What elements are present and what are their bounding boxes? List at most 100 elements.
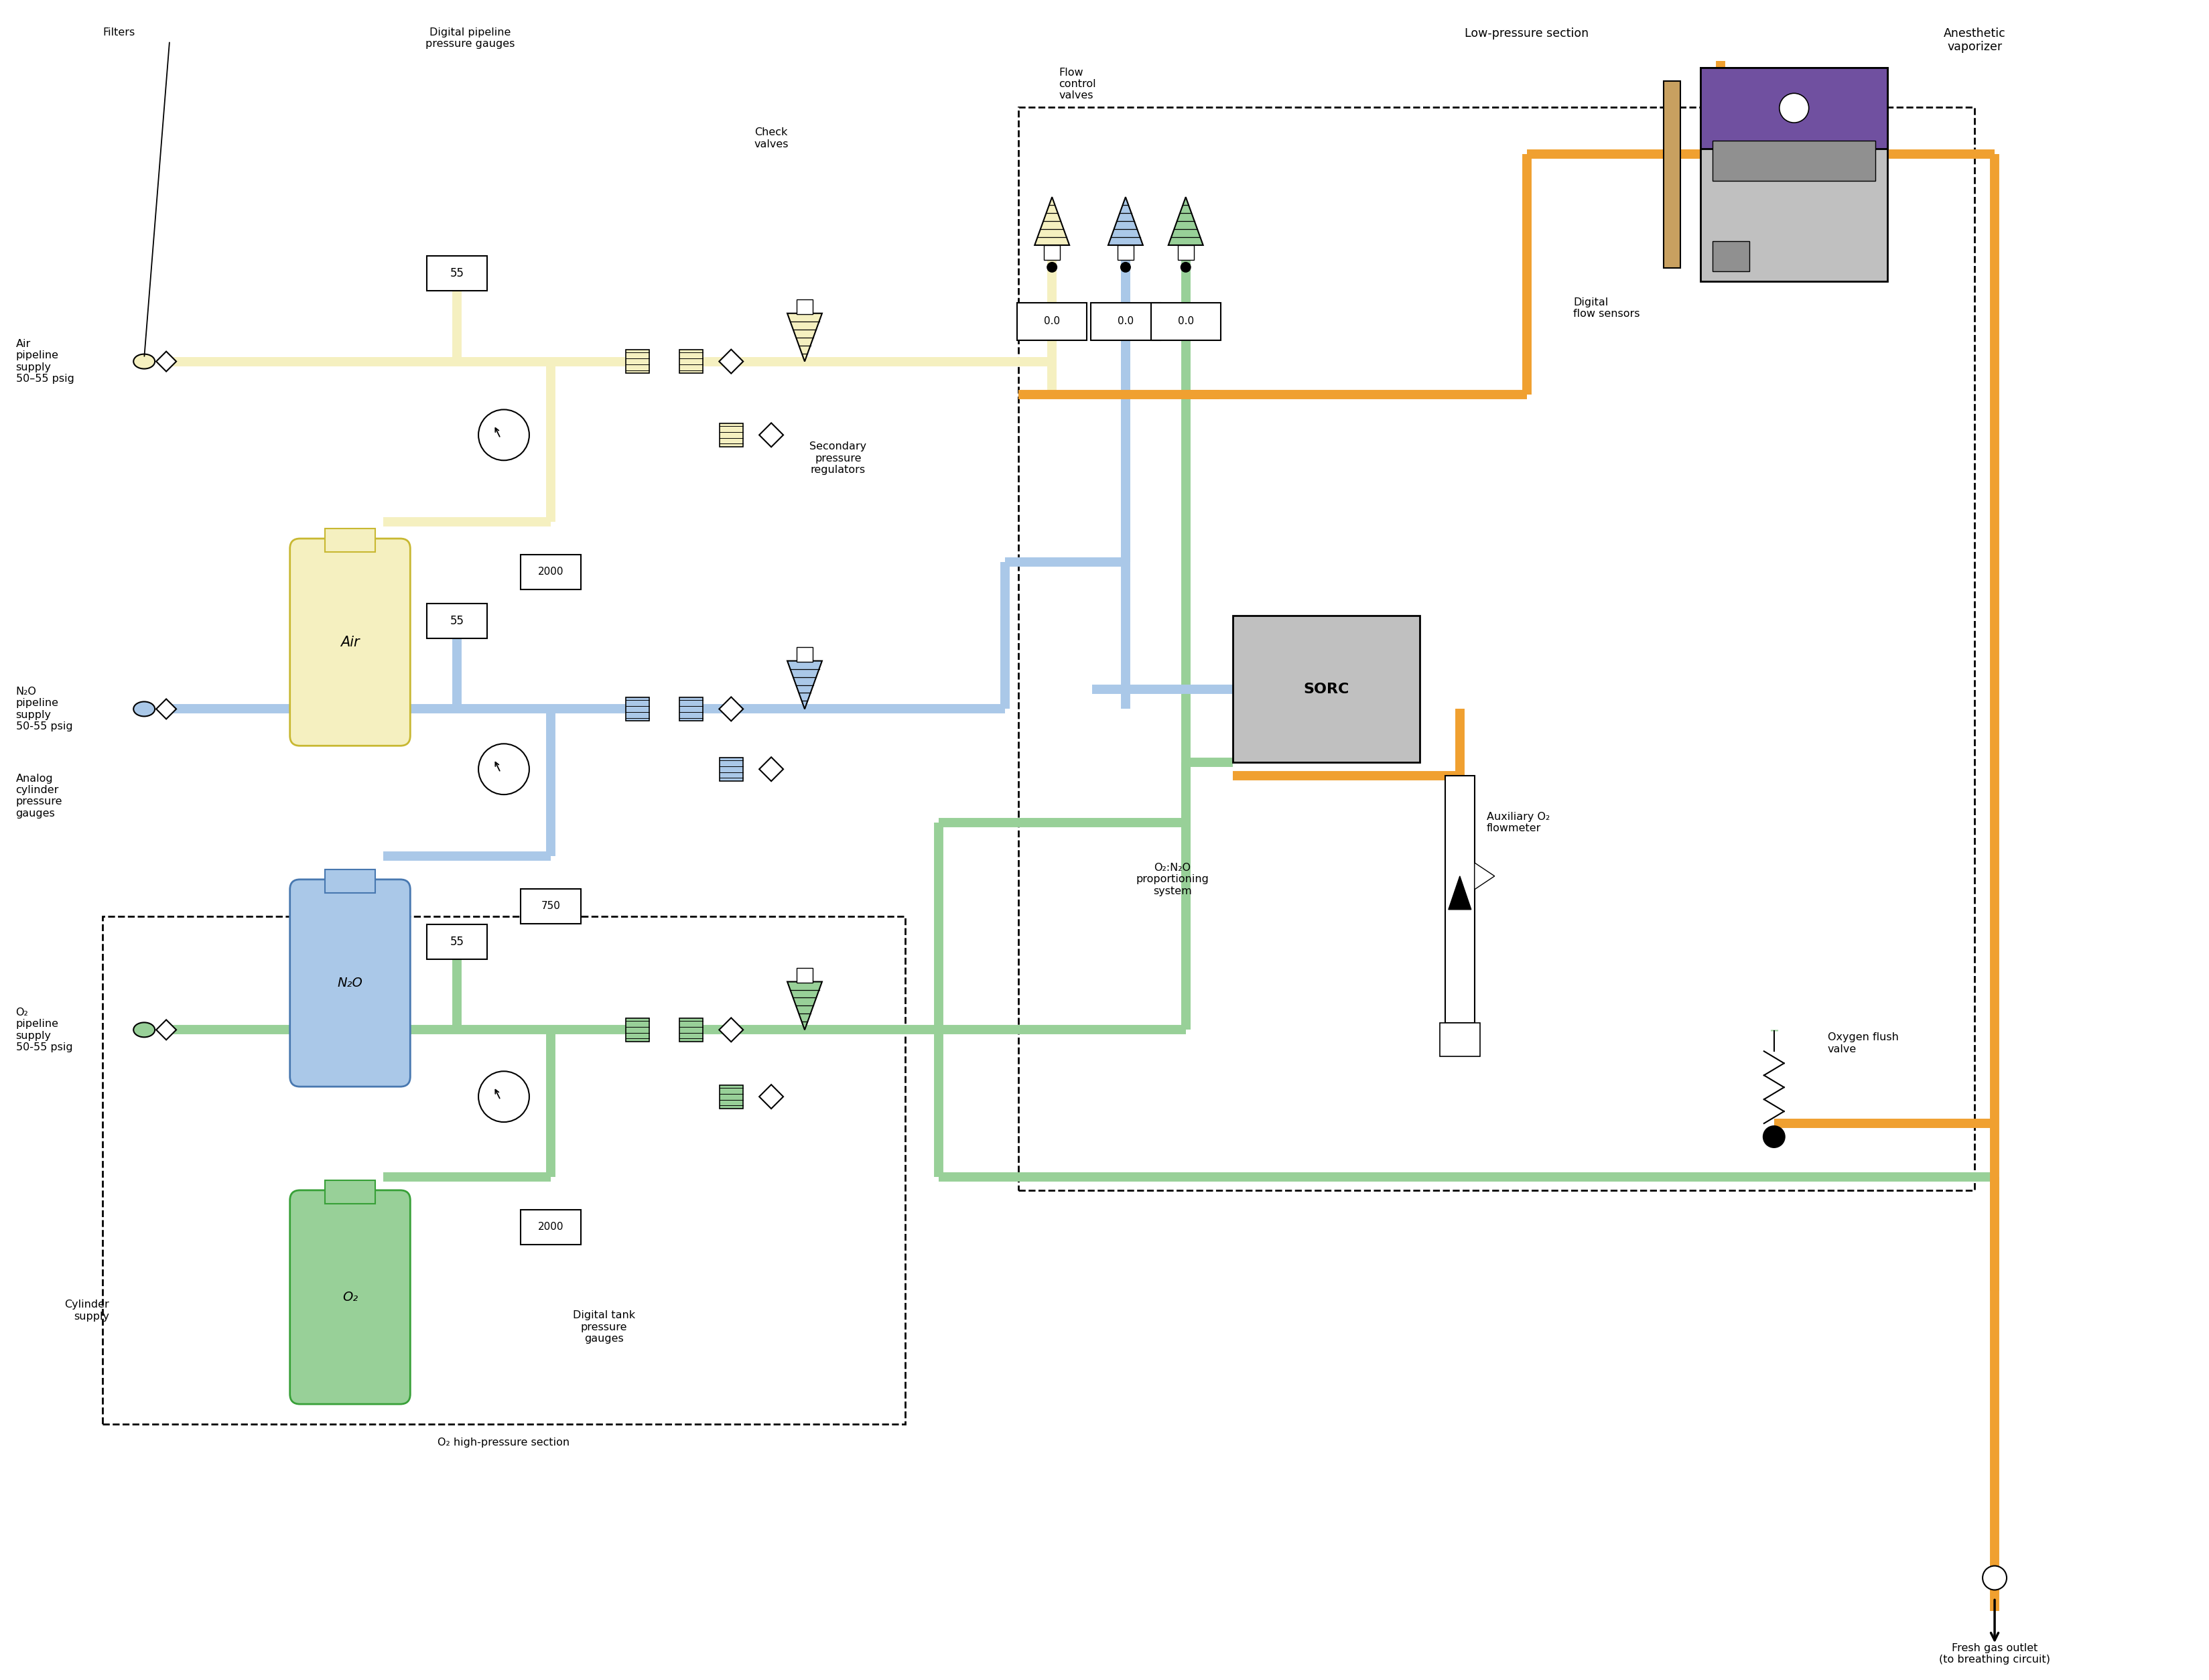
Text: Air
pipeline
supply
50–55 psig: Air pipeline supply 50–55 psig xyxy=(15,339,75,385)
Text: Digital pipeline
pressure gauges: Digital pipeline pressure gauges xyxy=(426,27,515,49)
Polygon shape xyxy=(1109,197,1142,245)
Text: 2000: 2000 xyxy=(537,1221,563,1231)
Polygon shape xyxy=(760,758,782,781)
FancyBboxPatch shape xyxy=(1118,245,1133,260)
FancyBboxPatch shape xyxy=(625,349,649,373)
Polygon shape xyxy=(786,660,822,709)
FancyBboxPatch shape xyxy=(1091,302,1160,339)
Polygon shape xyxy=(157,699,177,719)
FancyBboxPatch shape xyxy=(625,1018,649,1042)
Circle shape xyxy=(479,410,530,460)
Text: N₂O
pipeline
supply
50-55 psig: N₂O pipeline supply 50-55 psig xyxy=(15,687,73,731)
FancyBboxPatch shape xyxy=(797,968,813,983)
Text: N₂O: N₂O xyxy=(338,976,362,990)
FancyBboxPatch shape xyxy=(325,1181,376,1203)
Polygon shape xyxy=(718,1018,742,1042)
Ellipse shape xyxy=(133,1023,155,1037)
FancyBboxPatch shape xyxy=(1177,245,1193,260)
FancyBboxPatch shape xyxy=(289,539,411,746)
FancyBboxPatch shape xyxy=(720,1085,742,1109)
Circle shape xyxy=(1763,1126,1785,1147)
Text: O₂
pipeline
supply
50-55 psig: O₂ pipeline supply 50-55 psig xyxy=(15,1008,73,1052)
FancyBboxPatch shape xyxy=(521,889,581,924)
FancyBboxPatch shape xyxy=(1712,242,1750,270)
Polygon shape xyxy=(157,351,177,371)
Polygon shape xyxy=(718,697,742,721)
FancyBboxPatch shape xyxy=(720,758,742,781)
FancyBboxPatch shape xyxy=(1663,81,1679,267)
Bar xyxy=(1018,108,1975,1189)
Circle shape xyxy=(479,1072,530,1122)
FancyBboxPatch shape xyxy=(325,529,376,553)
Text: Flow
control
valves: Flow control valves xyxy=(1058,67,1096,101)
Circle shape xyxy=(1047,262,1058,272)
Polygon shape xyxy=(1034,197,1069,245)
Text: 55: 55 xyxy=(451,267,464,279)
Polygon shape xyxy=(786,981,822,1030)
Text: Cylinder
supply: Cylinder supply xyxy=(64,1300,110,1322)
Text: 0.0: 0.0 xyxy=(1177,316,1193,326)
FancyBboxPatch shape xyxy=(678,1018,702,1042)
Text: Digital
flow sensors: Digital flow sensors xyxy=(1573,297,1639,319)
FancyBboxPatch shape xyxy=(678,349,702,373)
FancyBboxPatch shape xyxy=(797,299,813,314)
FancyBboxPatch shape xyxy=(1445,776,1473,1023)
Polygon shape xyxy=(1449,875,1471,909)
Ellipse shape xyxy=(133,354,155,370)
Text: 0.0: 0.0 xyxy=(1118,316,1133,326)
Text: Filters: Filters xyxy=(102,27,135,37)
Text: SORC: SORC xyxy=(1303,682,1350,696)
Text: Fresh gas outlet
(to breathing circuit): Fresh gas outlet (to breathing circuit) xyxy=(1940,1643,2050,1665)
Polygon shape xyxy=(760,1085,782,1109)
Text: O₂ high-pressure section: O₂ high-pressure section xyxy=(437,1438,570,1448)
Text: Digital tank
pressure
gauges: Digital tank pressure gauges xyxy=(572,1310,636,1344)
Text: Low-pressure section: Low-pressure section xyxy=(1465,27,1588,39)
Polygon shape xyxy=(1473,864,1493,889)
FancyBboxPatch shape xyxy=(720,423,742,447)
FancyBboxPatch shape xyxy=(426,603,486,638)
Text: 55: 55 xyxy=(451,615,464,627)
Text: Check
valves: Check valves xyxy=(753,128,789,150)
Ellipse shape xyxy=(133,702,155,716)
Circle shape xyxy=(1981,1566,2006,1589)
FancyBboxPatch shape xyxy=(678,697,702,721)
Polygon shape xyxy=(786,314,822,361)
FancyBboxPatch shape xyxy=(1151,302,1219,339)
Text: Secondary
pressure
regulators: Secondary pressure regulators xyxy=(808,442,866,475)
Text: 2000: 2000 xyxy=(537,566,563,576)
FancyBboxPatch shape xyxy=(325,870,376,892)
Text: O₂: O₂ xyxy=(342,1290,358,1304)
Text: O₂:N₂O
proportioning
system: O₂:N₂O proportioning system xyxy=(1135,864,1208,895)
FancyBboxPatch shape xyxy=(521,1210,581,1245)
FancyBboxPatch shape xyxy=(426,924,486,959)
Text: Air: Air xyxy=(340,635,360,648)
FancyBboxPatch shape xyxy=(521,554,581,590)
FancyBboxPatch shape xyxy=(797,647,813,662)
Polygon shape xyxy=(718,349,742,373)
FancyBboxPatch shape xyxy=(1016,302,1087,339)
Text: Oxygen flush
valve: Oxygen flush valve xyxy=(1827,1032,1898,1053)
FancyBboxPatch shape xyxy=(1233,615,1418,763)
Polygon shape xyxy=(157,1020,177,1040)
Polygon shape xyxy=(1169,197,1202,245)
Circle shape xyxy=(1120,262,1131,272)
Text: Analog
cylinder
pressure
gauges: Analog cylinder pressure gauges xyxy=(15,773,62,818)
FancyBboxPatch shape xyxy=(289,879,411,1087)
Text: 55: 55 xyxy=(451,936,464,948)
FancyBboxPatch shape xyxy=(1712,141,1875,181)
Circle shape xyxy=(1180,262,1191,272)
Circle shape xyxy=(479,744,530,795)
Text: 0.0: 0.0 xyxy=(1043,316,1060,326)
Text: Anesthetic
vaporizer: Anesthetic vaporizer xyxy=(1944,27,2006,54)
Text: 750: 750 xyxy=(541,900,561,911)
FancyBboxPatch shape xyxy=(1701,67,1886,148)
FancyBboxPatch shape xyxy=(426,255,486,291)
Polygon shape xyxy=(760,423,782,447)
Text: Auxiliary O₂
flowmeter: Auxiliary O₂ flowmeter xyxy=(1487,811,1549,833)
FancyBboxPatch shape xyxy=(1701,67,1886,281)
FancyBboxPatch shape xyxy=(1440,1023,1480,1057)
FancyBboxPatch shape xyxy=(289,1189,411,1404)
FancyBboxPatch shape xyxy=(625,697,649,721)
Bar xyxy=(102,916,906,1425)
FancyBboxPatch shape xyxy=(1043,245,1060,260)
